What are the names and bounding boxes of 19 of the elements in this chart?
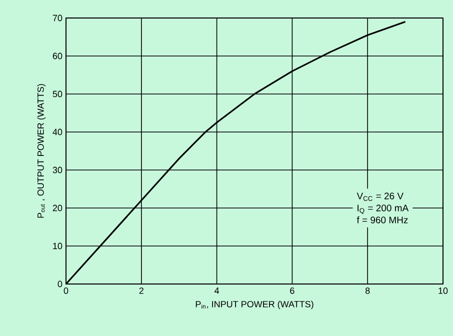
y-tick-label: 10 xyxy=(53,242,62,250)
annotation: f = 960 MHz xyxy=(356,216,408,224)
x-tick-label: 4 xyxy=(214,288,220,294)
x-tick-label: 10 xyxy=(438,288,448,294)
annotation: V$_{CC}$ = 26 V xyxy=(356,192,404,201)
y-tick-label: 60 xyxy=(52,52,62,60)
x-tick-label: 6 xyxy=(290,288,294,294)
annotation: I$_{Q}$ = 200 mA xyxy=(358,204,409,214)
x-tick-label: 2 xyxy=(139,288,144,294)
y-tick-label: 50 xyxy=(52,90,62,98)
x-axis-title: P$_{in}$, INPUT POWER (WATTS) xyxy=(196,300,314,310)
y-axis-title: P$_{out}$ , OUTPUT POWER (WATTS) xyxy=(37,84,46,218)
y-tick-label: 40 xyxy=(52,128,62,136)
x-tick-label: 0 xyxy=(64,288,68,294)
x-tick-label: 8 xyxy=(365,288,370,294)
y-tick-label: 30 xyxy=(52,166,62,174)
y-tick-label: 20 xyxy=(52,204,62,212)
y-tick-label: 70 xyxy=(52,14,62,22)
y-tick-label: 0 xyxy=(58,280,62,288)
